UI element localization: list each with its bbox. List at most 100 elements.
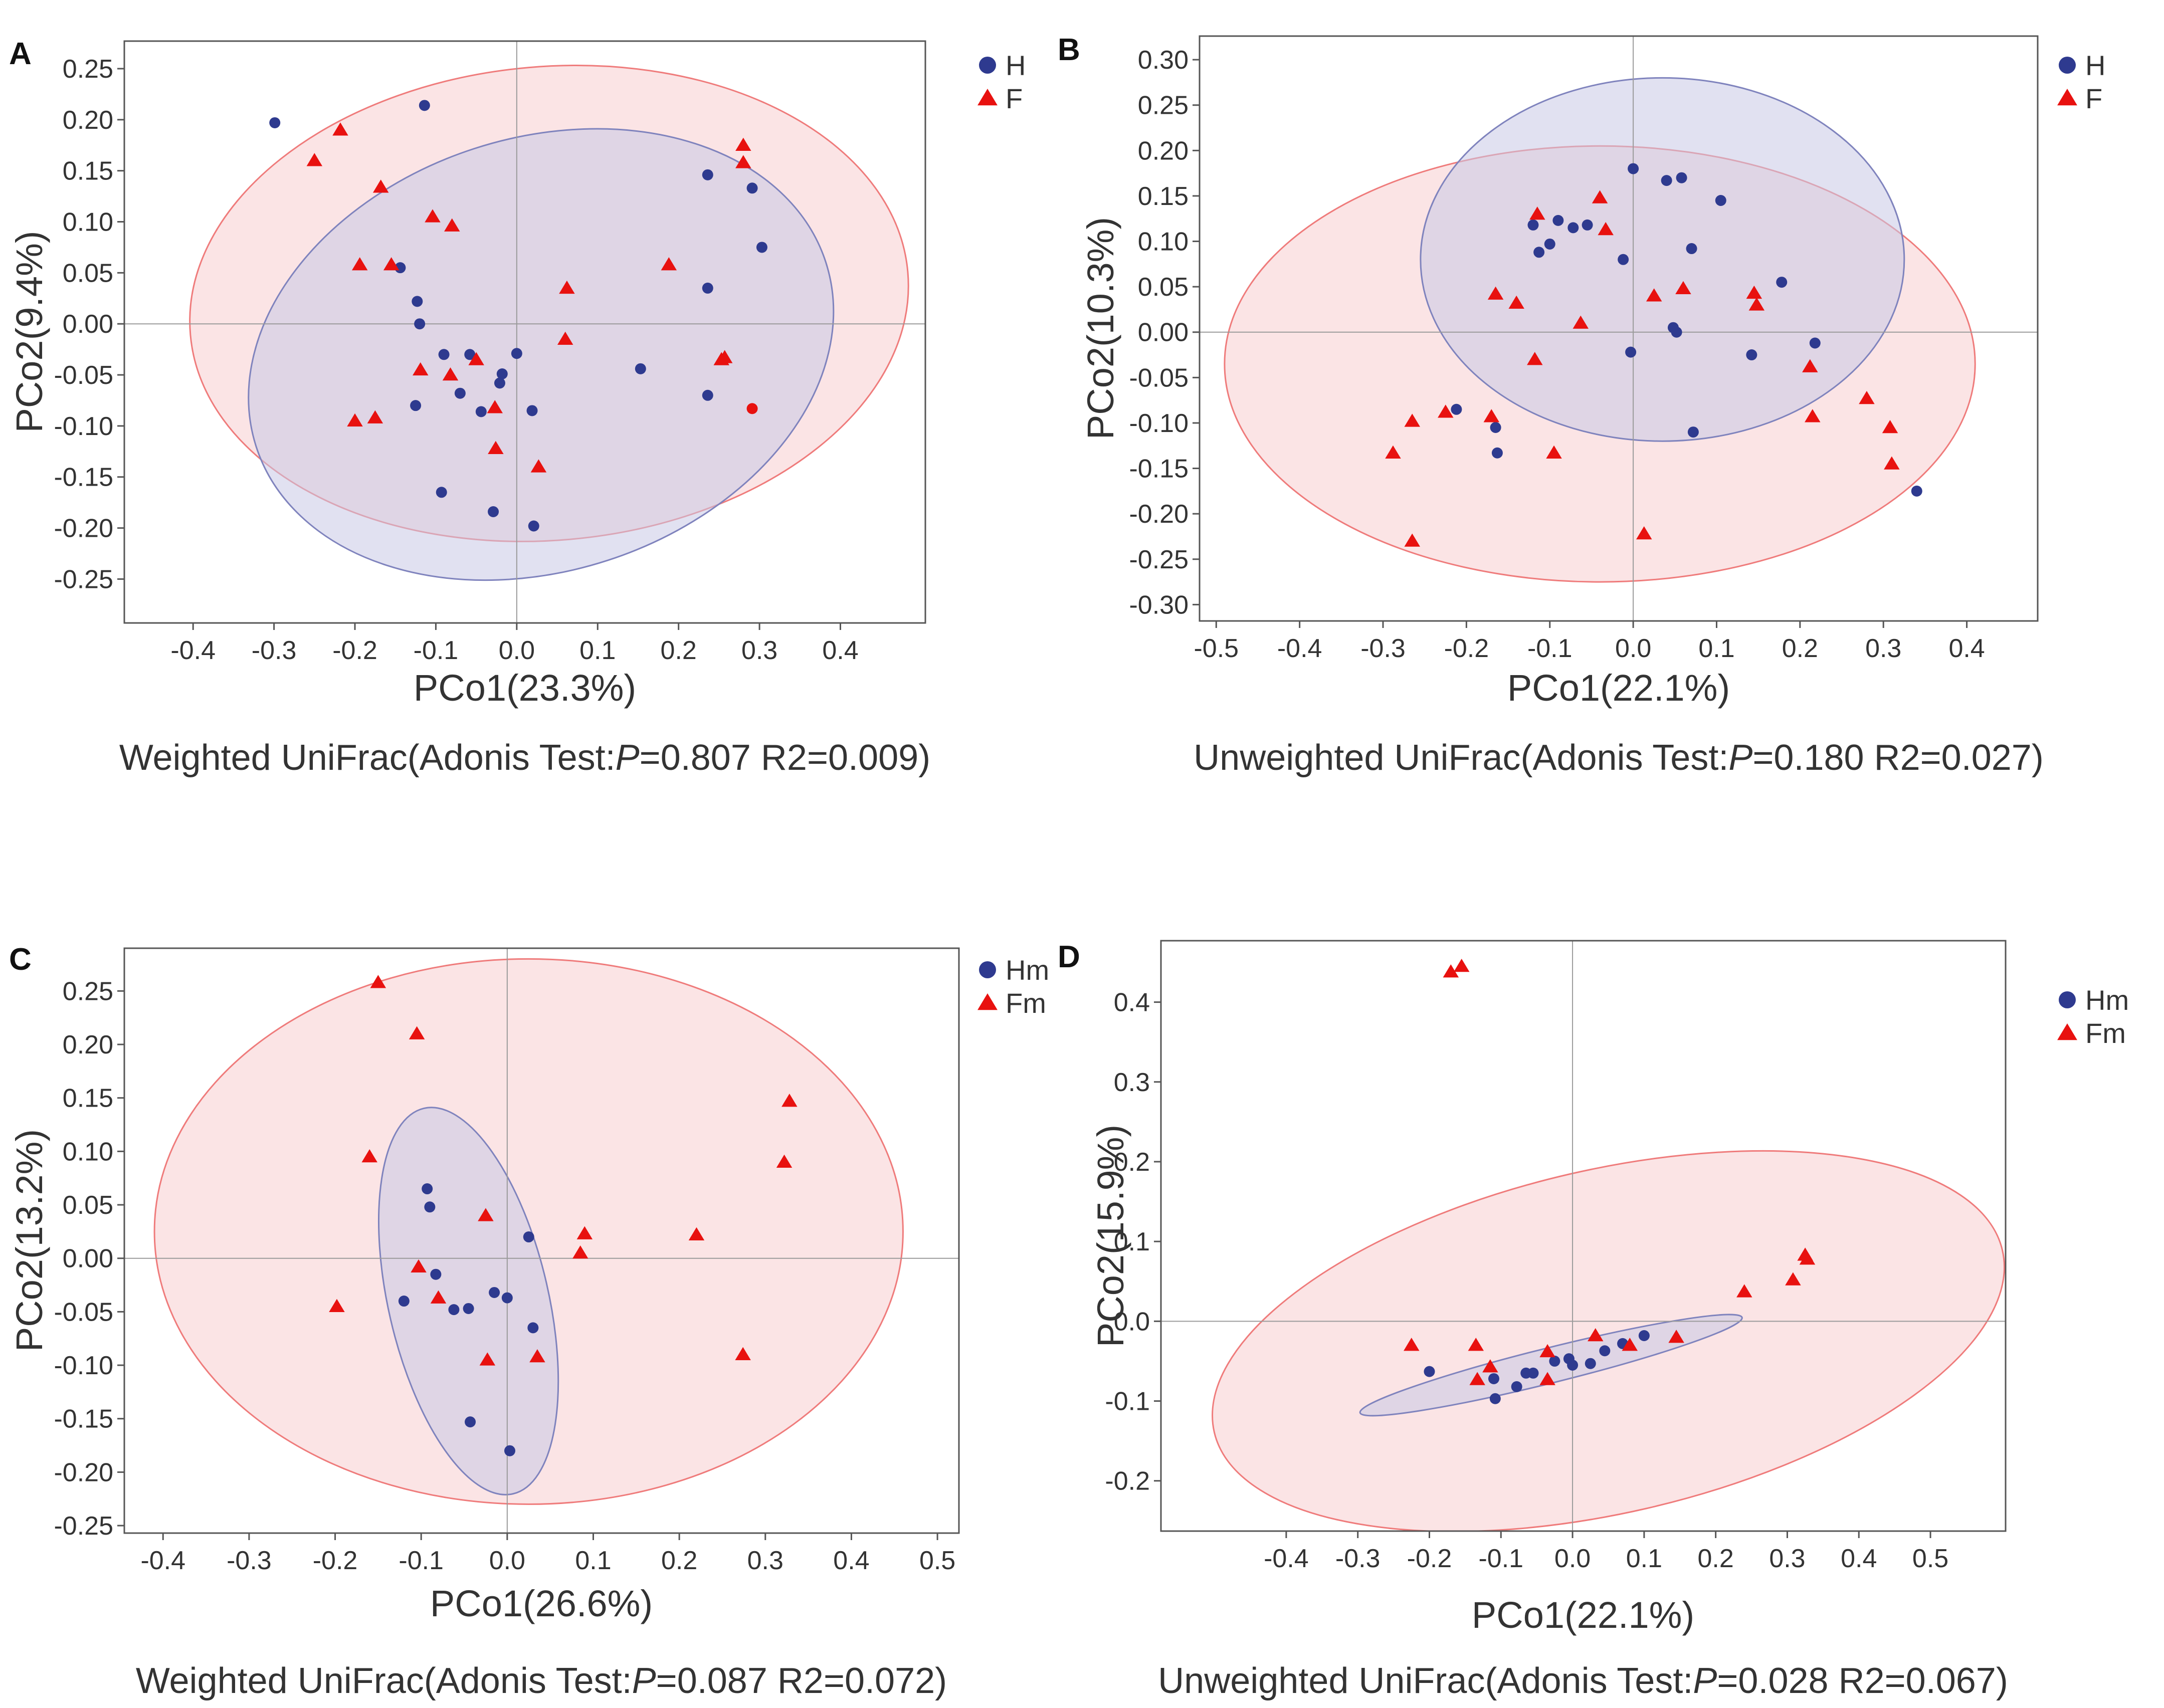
y-tick-label: 0.1 xyxy=(1114,1227,1150,1256)
data-point-Fm xyxy=(1588,1328,1604,1342)
x-tick-label: 0.0 xyxy=(1554,1544,1591,1573)
data-point-Fm xyxy=(1539,1344,1555,1358)
data-point-Hm xyxy=(1527,1367,1539,1379)
data-point-H xyxy=(1625,346,1637,358)
data-point-F xyxy=(1882,420,1898,434)
data-point-F xyxy=(487,400,503,413)
legend-marker-Fm xyxy=(977,993,998,1010)
data-point-F xyxy=(557,331,573,345)
x-tick-label: 0.4 xyxy=(1841,1544,1877,1573)
legend-marker-Fm xyxy=(2057,1023,2077,1040)
y-tick-label: -0.15 xyxy=(1129,455,1189,484)
data-point-F xyxy=(1529,206,1545,220)
plot-frame xyxy=(1199,35,2039,622)
data-point-H xyxy=(1533,247,1545,258)
x-tick-label: 0.3 xyxy=(1769,1544,1805,1573)
legend-marker-Hm xyxy=(979,961,996,978)
y-tick-label: -0.05 xyxy=(1129,363,1189,392)
data-point-H xyxy=(436,487,447,498)
y-tick-label: 0.05 xyxy=(63,259,113,288)
data-point-F xyxy=(1805,409,1821,422)
panel-D: D-0.4 -0.3 -0.2 -0.1 0.0 0.1 0.2 0.3 0.4 0.5-0.2-… xyxy=(1058,940,2129,1701)
y-tick-label: 0.10 xyxy=(63,208,113,237)
y-tick-label: -0.1 xyxy=(1105,1387,1150,1416)
y-tick-label: 0.20 xyxy=(63,1030,113,1059)
x-tick-label: 0.1 xyxy=(1698,634,1734,663)
data-point-Hm xyxy=(430,1268,442,1280)
confidence-ellipse-H xyxy=(248,128,835,581)
data-point-Hm xyxy=(504,1445,515,1456)
y-tick-label: 0.10 xyxy=(1138,228,1189,257)
plot-frame xyxy=(1160,940,2007,1532)
data-point-F xyxy=(735,155,751,168)
data-point-Hm xyxy=(448,1304,460,1316)
data-point-F xyxy=(332,122,348,136)
x-tick-label: 0.3 xyxy=(1865,634,1901,663)
x-tick-label: -0.4 xyxy=(170,636,216,665)
data-point-H xyxy=(419,100,430,111)
data-point-H xyxy=(702,169,713,180)
data-point-H xyxy=(1552,215,1564,226)
data-point-H xyxy=(1809,337,1821,349)
y-tick-label: 0.25 xyxy=(1138,91,1189,120)
data-point-H xyxy=(702,389,713,401)
legend-label: F xyxy=(2085,83,2102,114)
data-point-F xyxy=(413,362,429,376)
legend-marker-H xyxy=(979,57,996,74)
x-tick-label: -0.3 xyxy=(252,636,297,665)
data-point-Fm xyxy=(409,1026,425,1039)
points-layer xyxy=(1404,958,1816,1404)
x-tick-label: -0.1 xyxy=(399,1546,444,1575)
data-point-Fm xyxy=(430,1290,447,1304)
data-point-F xyxy=(1404,413,1420,427)
y-tick-label: 0.25 xyxy=(63,55,113,84)
data-point-F xyxy=(1646,288,1662,302)
y-axis-label: PCo2(15.9%) xyxy=(1090,1125,1131,1347)
plot-frame xyxy=(123,947,960,1534)
data-point-Hm xyxy=(1489,1393,1501,1404)
y-tick-label: 0.05 xyxy=(1138,273,1189,302)
data-point-F xyxy=(1746,285,1762,299)
x-tick-label: -0.1 xyxy=(1527,634,1572,663)
y-tick-label: -0.25 xyxy=(54,565,113,594)
x-tick-label: 0.4 xyxy=(833,1546,869,1575)
data-point-H xyxy=(464,349,476,360)
y-tick-label: 0.20 xyxy=(1138,136,1189,165)
data-point-F xyxy=(661,257,677,271)
legend-marker-Hm xyxy=(2059,991,2076,1008)
y-axis-label: PCo2(10.3%) xyxy=(1080,217,1121,440)
x-tick-label: -0.3 xyxy=(1335,1544,1381,1573)
panel-C: C -0.4 -0.3 -0.2 -0.1 0.0 0.1 0.2 0.3 0.4 0.5 -0.25… xyxy=(9,942,1049,1701)
y-tick-label: -0.10 xyxy=(54,412,113,441)
x-tick-label: 0.1 xyxy=(579,636,616,665)
confidence-ellipse-H xyxy=(1420,77,1905,442)
x-tick-label: -0.1 xyxy=(414,636,459,665)
data-point-H xyxy=(1618,254,1629,265)
data-point-Fm xyxy=(479,1352,496,1366)
y-tick-label: -0.15 xyxy=(54,1405,113,1434)
y-tick-label: -0.25 xyxy=(54,1512,113,1541)
legend-marker-F xyxy=(2057,89,2077,106)
data-point-H xyxy=(528,520,539,532)
data-point-F xyxy=(1487,286,1504,300)
data-point-H xyxy=(1567,222,1579,234)
y-tick-label: 0.15 xyxy=(1138,182,1189,211)
data-point-Hm xyxy=(1488,1373,1500,1384)
data-point-H xyxy=(438,349,450,360)
data-point-Hm xyxy=(1567,1359,1579,1371)
data-point-Fm xyxy=(776,1154,793,1168)
x-tick-label: -0.3 xyxy=(1360,634,1406,663)
panel-letter: B xyxy=(1058,33,1080,67)
data-point-Hm xyxy=(489,1287,500,1298)
data-point-H xyxy=(1491,447,1503,459)
data-point-Fm xyxy=(370,975,386,988)
y-tick-label: -0.2 xyxy=(1105,1467,1150,1496)
y-tick-label: -0.25 xyxy=(1129,545,1189,574)
data-point-F xyxy=(1546,445,1562,459)
x-tick-label: 0.2 xyxy=(1782,634,1818,663)
data-point-H xyxy=(454,387,466,399)
y-tick-label: 0.30 xyxy=(1138,46,1189,75)
x-tick-label: 0.2 xyxy=(1698,1544,1734,1573)
